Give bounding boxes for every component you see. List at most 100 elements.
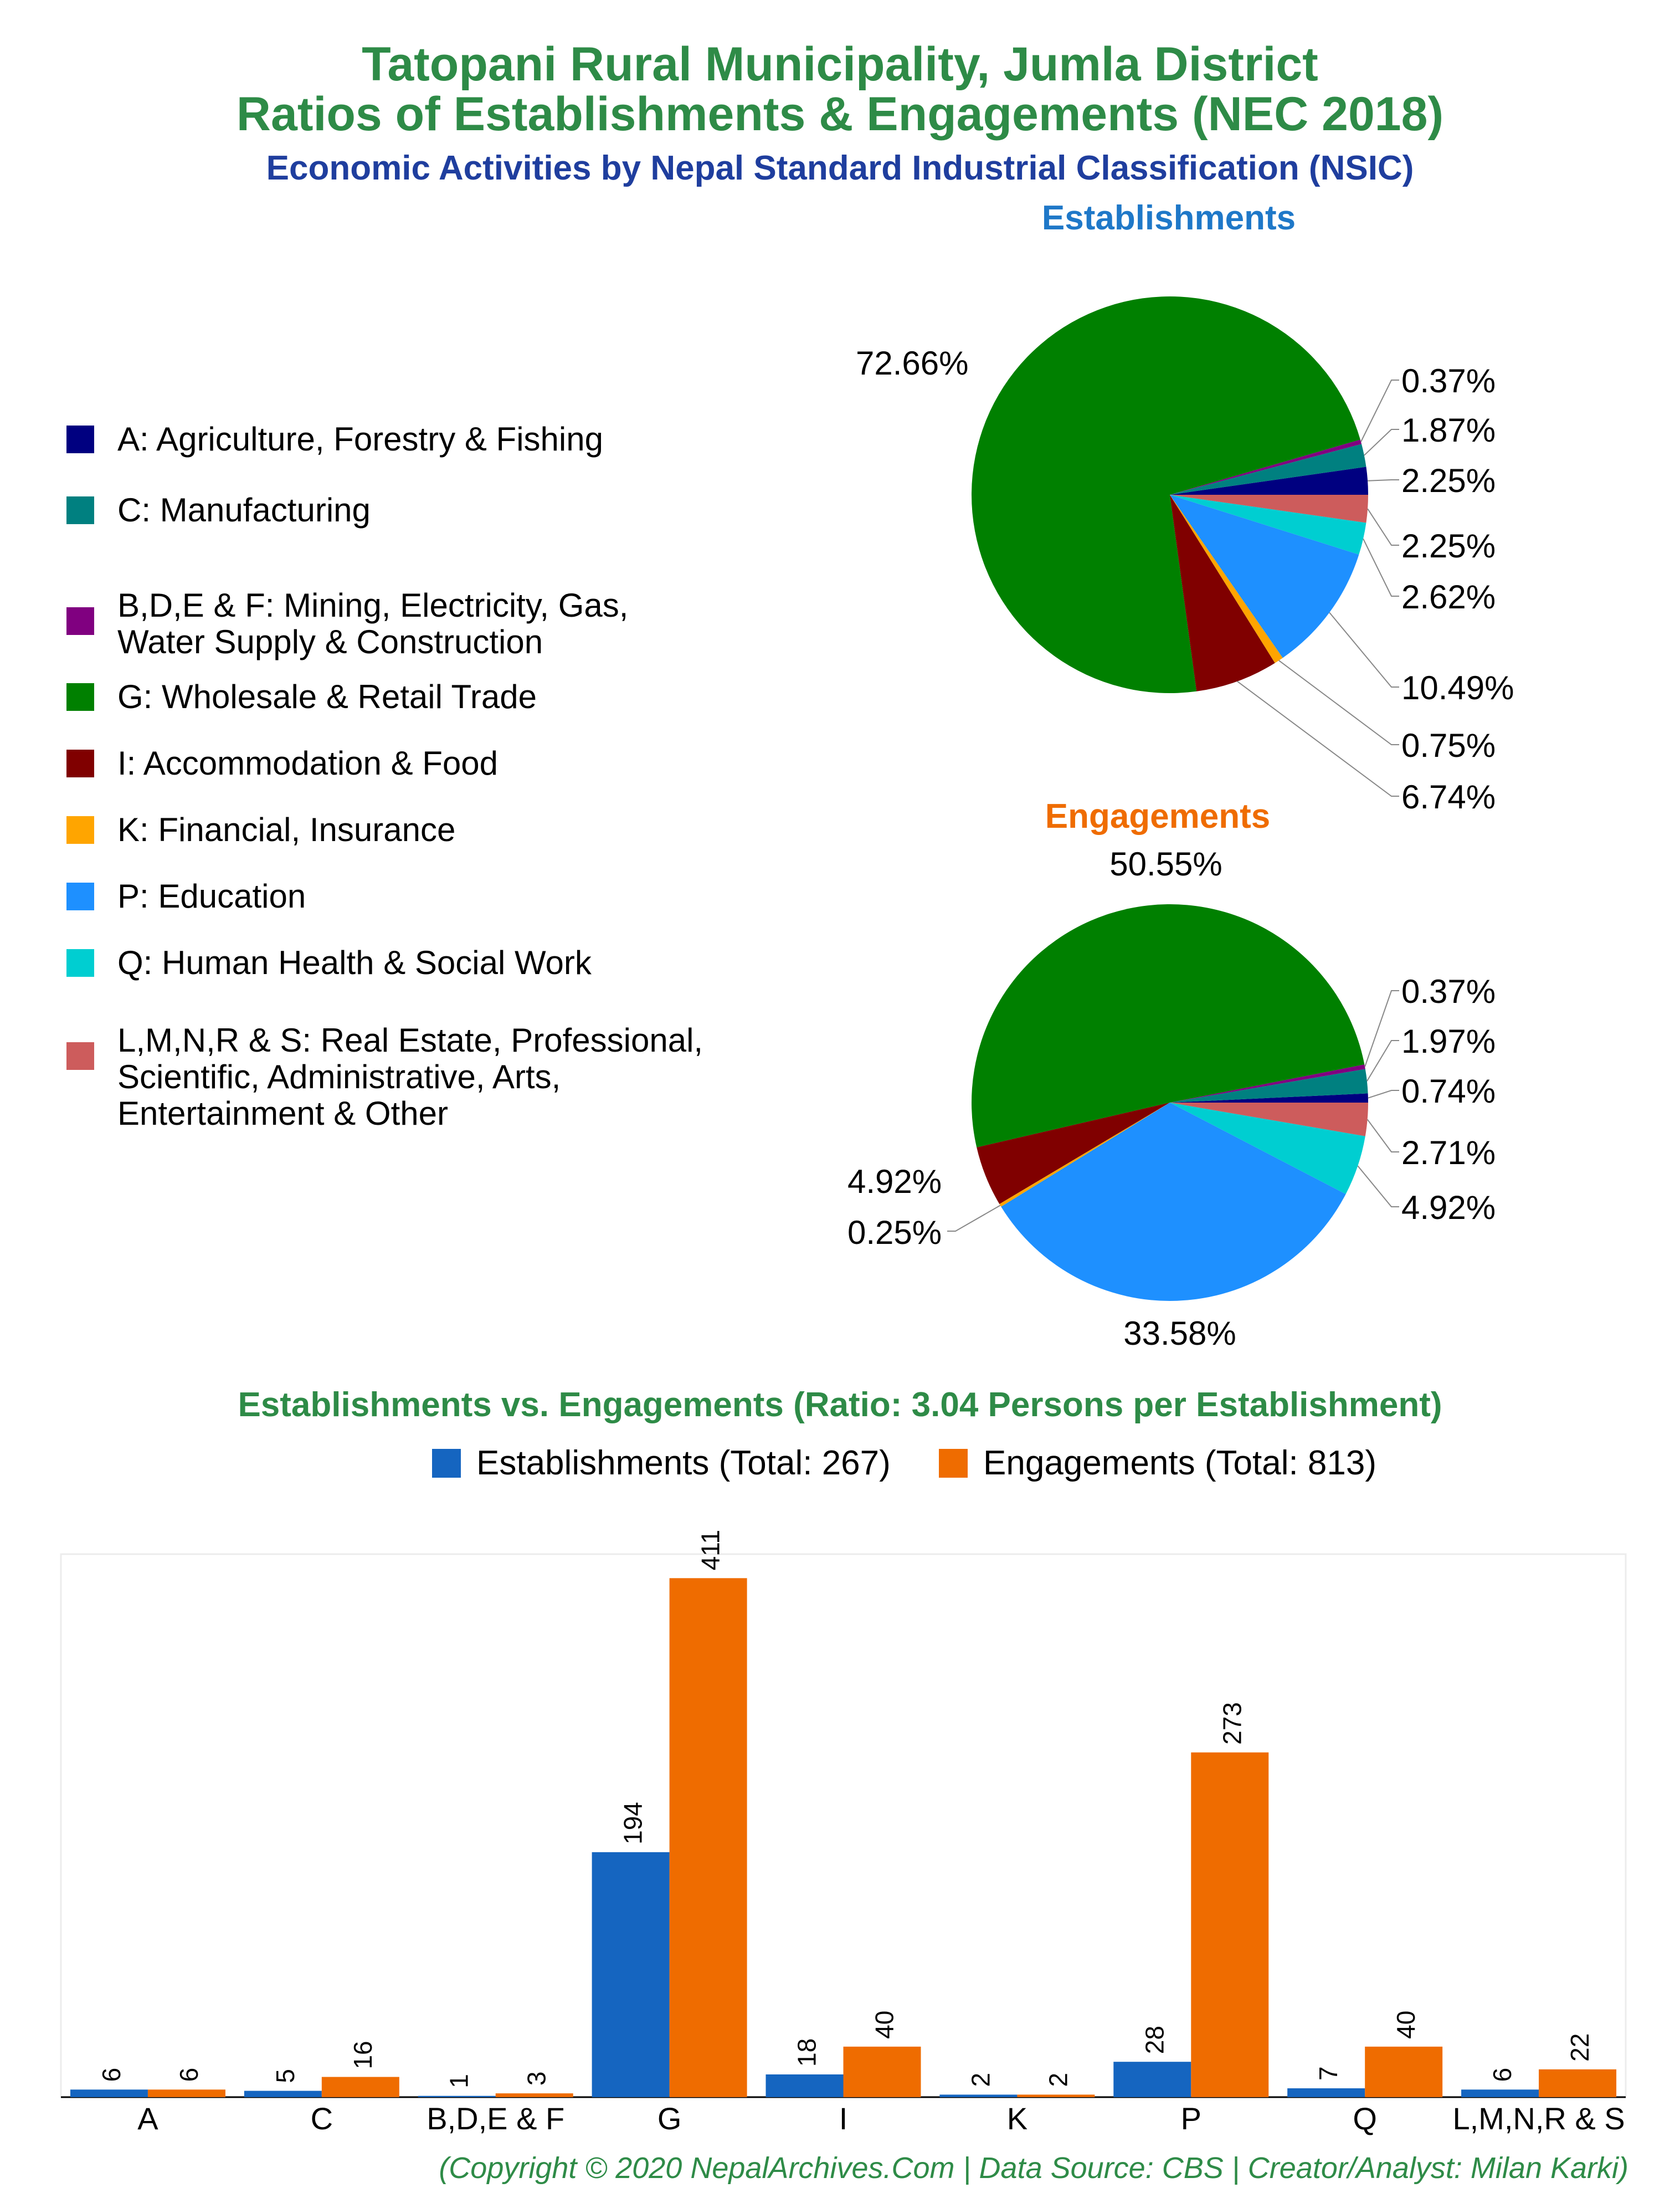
- est-leader-q: [1363, 538, 1399, 597]
- legend-swatch-p: [66, 883, 94, 910]
- est-slice-a: [1170, 467, 1368, 495]
- bar-value-label-est-3: 194: [619, 1802, 648, 1844]
- bar-est-4: [765, 2074, 844, 2097]
- legend-swatch-a: [66, 426, 94, 453]
- eng-slice-g: [971, 904, 1365, 1147]
- legend-swatch-engagements: [939, 1449, 968, 1478]
- legend-swatch-c: [66, 496, 94, 524]
- bar-value-label-est-8: 6: [1488, 2068, 1517, 2082]
- bar-est-6: [1113, 2062, 1191, 2097]
- bar-value-label-est-7: 7: [1314, 2066, 1343, 2081]
- eng-label-p: 33.58%: [1123, 1315, 1236, 1352]
- bar-eng-1: [321, 2077, 399, 2097]
- legend-label-g: G: Wholesale & Retail Trade: [117, 678, 537, 715]
- bar-value-label-eng-7: 40: [1391, 2011, 1420, 2039]
- bar-value-label-est-4: 18: [793, 2038, 821, 2067]
- bar-est-8: [1461, 2089, 1539, 2097]
- eng-leader-a: [1368, 1090, 1399, 1099]
- bar-legend: Establishments (Total: 267) Engagements …: [432, 1443, 1415, 1483]
- est-label-bdef: 0.37%: [1401, 362, 1496, 399]
- bar-eng-8: [1539, 2069, 1617, 2097]
- eng-label-lmnrs: 2.71%: [1401, 1134, 1496, 1171]
- legend-swatch-bdef: [66, 607, 94, 635]
- legend-label-lmnrs: L,M,N,R & S: Real Estate, Professional, …: [117, 1022, 703, 1132]
- legend-label-establishments: Establishments (Total: 267): [476, 1444, 891, 1482]
- x-tick-label-2: B,D,E & F: [427, 2101, 564, 2136]
- est-slice-lmnrs: [1170, 495, 1368, 523]
- bar-eng-6: [1191, 1752, 1269, 2097]
- bar-value-label-est-1: 5: [271, 2069, 300, 2083]
- est-slice-k: [1170, 495, 1283, 663]
- eng-label-g: 50.55%: [1109, 846, 1222, 883]
- est-leader-c: [1364, 429, 1399, 456]
- bar-est-1: [244, 2090, 322, 2097]
- legend-label-k: K: Financial, Insurance: [117, 811, 456, 848]
- subtitle: Economic Activities by Nepal Standard In…: [266, 149, 1414, 187]
- est-slice-q: [1170, 495, 1366, 555]
- legend-label-q: Q: Human Health & Social Work: [117, 944, 592, 981]
- bar-eng-5: [1017, 2094, 1095, 2097]
- eng-slice-lmnrs: [1170, 1103, 1369, 1136]
- eng-slice-a: [1170, 1093, 1368, 1103]
- legend-label-p: P: Education: [117, 878, 306, 915]
- legend-engagements: Engagements (Total: 813): [939, 1443, 1376, 1483]
- legend-swatch-establishments: [432, 1449, 461, 1478]
- legend-label-bdef: B,D,E & F: Mining, Electricity, Gas, Wat…: [117, 587, 629, 660]
- bar-value-label-eng-3: 411: [696, 1530, 725, 1570]
- eng-leader-lmnrs: [1366, 1119, 1399, 1152]
- est-label-q: 2.62%: [1401, 578, 1496, 616]
- est-slice-p: [1170, 495, 1359, 658]
- legend-label-engagements: Engagements (Total: 813): [983, 1444, 1377, 1482]
- bar-eng-0: [147, 2089, 225, 2097]
- bar-value-label-est-5: 2: [966, 2073, 995, 2087]
- legend-label-i: I: Accommodation & Food: [117, 745, 499, 782]
- est-leader-bdef: [1360, 380, 1399, 442]
- bar-value-label-eng-4: 40: [870, 2011, 899, 2039]
- legend-establishments: Establishments (Total: 267): [432, 1443, 891, 1483]
- est-slice-bdef: [1170, 439, 1362, 495]
- bar-eng-2: [495, 2093, 573, 2097]
- est-label-g: 72.66%: [856, 345, 969, 382]
- bar-est-2: [418, 2095, 496, 2097]
- x-tick-label-3: G: [657, 2101, 682, 2136]
- eng-leader-c: [1366, 1040, 1399, 1082]
- engagements-pie-title: Engagements: [1045, 797, 1271, 836]
- bar-value-label-est-0: 6: [97, 2068, 126, 2082]
- eng-slice-k: [999, 1103, 1170, 1207]
- eng-slice-i: [977, 1103, 1170, 1205]
- x-tick-label-8: L,M,N,R & S: [1452, 2101, 1625, 2136]
- x-tick-label-0: A: [137, 2101, 158, 2136]
- legend-label-a: A: Agriculture, Forestry & Fishing: [117, 421, 603, 458]
- est-label-k: 0.75%: [1401, 727, 1496, 764]
- legend-swatch-q: [66, 949, 94, 977]
- bar-chart-title: Establishments vs. Engagements (Ratio: 3…: [238, 1386, 1442, 1424]
- eng-label-bdef: 0.37%: [1401, 973, 1496, 1010]
- x-tick-label-7: Q: [1353, 2101, 1377, 2136]
- bar-eng-7: [1365, 2046, 1443, 2097]
- bar-value-label-eng-2: 3: [522, 2072, 551, 2086]
- est-slice-c: [1170, 444, 1366, 495]
- footer-credit: (Copyright © 2020 NepalArchives.Com | Da…: [439, 2151, 1628, 2185]
- est-label-i: 6.74%: [1401, 778, 1496, 816]
- eng-leader-bdef: [1364, 990, 1399, 1067]
- bar-eng-4: [843, 2046, 921, 2097]
- bar-value-label-eng-1: 16: [348, 2041, 377, 2069]
- est-slice-i: [1170, 495, 1275, 691]
- legend-label-c: C: Manufacturing: [117, 491, 371, 529]
- title-line-1: Tatopani Rural Municipality, Jumla Distr…: [362, 38, 1318, 91]
- title-line-2: Ratios of Establishments & Engagements (…: [236, 88, 1444, 141]
- est-leader-p: [1329, 612, 1399, 688]
- est-leader-k: [1278, 660, 1399, 745]
- est-leader-lmnrs: [1367, 508, 1399, 546]
- est-leader-a: [1368, 479, 1399, 481]
- legend-swatch-g: [66, 683, 94, 711]
- legend-swatch-k: [66, 816, 94, 844]
- bar-value-label-eng-0: 6: [174, 2068, 203, 2082]
- est-label-p: 10.49%: [1401, 669, 1514, 706]
- bar-est-0: [70, 2089, 148, 2097]
- eng-slice-c: [1170, 1069, 1368, 1103]
- legend-swatch-i: [66, 750, 94, 777]
- x-tick-label-5: K: [1007, 2101, 1027, 2136]
- eng-label-q: 4.92%: [1401, 1189, 1496, 1226]
- bar-value-label-eng-8: 22: [1565, 2033, 1594, 2062]
